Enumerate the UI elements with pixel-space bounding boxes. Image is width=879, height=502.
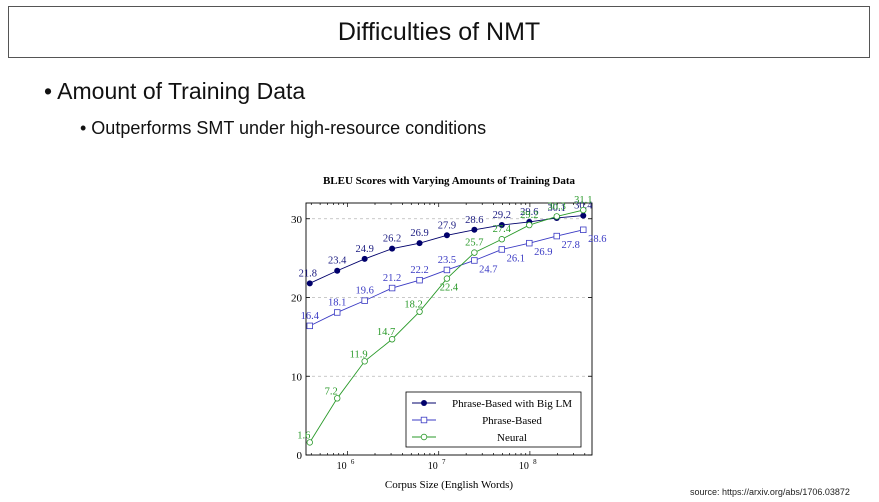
data-label: 18.2 [404, 300, 422, 311]
data-label: 28.6 [588, 234, 606, 245]
data-point [306, 280, 313, 287]
data-point [580, 206, 587, 214]
x-tick-label: 10 [337, 461, 347, 472]
data-point [498, 222, 505, 229]
data-point [334, 267, 341, 274]
data-label: 11.9 [350, 349, 368, 360]
data-label: 21.2 [383, 273, 401, 284]
data-label: 22.2 [410, 265, 428, 276]
data-point [526, 218, 533, 225]
data-point [580, 226, 587, 233]
data-label: 24.9 [355, 244, 373, 255]
data-label: 26.1 [507, 253, 525, 264]
data-point [388, 336, 396, 343]
data-label: 27.9 [438, 220, 456, 231]
data-point [389, 245, 396, 252]
data-label: 19.6 [355, 286, 373, 297]
source-citation: source: https://arxiv.org/abs/1706.03872 [690, 487, 850, 497]
legend-label: Phrase-Based [482, 415, 542, 427]
data-point [526, 239, 533, 247]
data-label: 26.9 [410, 228, 428, 239]
data-point [334, 395, 341, 402]
data-label: 24.7 [479, 264, 497, 275]
data-label: 30.4 [574, 201, 593, 212]
series-line-phrase-based-with-big-lm [309, 215, 584, 284]
data-point [361, 297, 368, 304]
data-label: 30.1 [548, 203, 566, 214]
y-tick-label: 10 [291, 371, 303, 383]
data-label: 25.7 [465, 238, 483, 249]
data-label: 16.4 [301, 311, 320, 322]
data-label: 14.7 [377, 327, 395, 338]
data-point [498, 236, 506, 243]
x-tick-exponent: 7 [442, 458, 446, 466]
y-tick-label: 30 [291, 214, 303, 226]
x-tick-exponent: 6 [351, 458, 355, 466]
data-label: 31.1 [574, 195, 592, 206]
data-point [443, 275, 451, 282]
data-label: 23.4 [328, 256, 347, 267]
data-point [306, 439, 313, 446]
data-label: 29.2 [493, 210, 511, 221]
data-point [416, 308, 423, 315]
data-point [361, 358, 368, 365]
data-label: 26.9 [534, 247, 552, 258]
data-label: 29.2 [520, 210, 538, 221]
data-label: 22.4 [440, 283, 459, 294]
data-label: 26.2 [383, 234, 401, 245]
legend-marker [420, 433, 428, 441]
legend-label: Neural [497, 432, 527, 444]
data-label: 7.2 [325, 386, 338, 397]
data-point [416, 240, 423, 247]
data-point [416, 276, 423, 284]
data-label: 21.8 [299, 268, 317, 279]
data-point [388, 284, 396, 292]
x-tick-label: 10 [519, 461, 529, 472]
data-label: 18.1 [328, 297, 346, 308]
slide-title-box: Difficulties of NMT [8, 6, 870, 58]
data-label: 30.3 [548, 201, 566, 212]
data-point [443, 266, 451, 274]
legend-box [405, 391, 582, 448]
data-point [553, 213, 560, 220]
data-point [471, 257, 478, 264]
bullet-amount-of-training-data: • Amount of Training Data [44, 78, 306, 104]
data-label: 1.6 [297, 430, 310, 441]
bullet-outperforms-smt: • Outperforms SMT under high-resource co… [80, 118, 487, 138]
y-tick-label: 0 [297, 450, 303, 462]
data-point [580, 212, 587, 219]
data-point [471, 249, 478, 256]
data-label: 23.5 [438, 255, 456, 266]
slide-title: Difficulties of NMT [337, 17, 541, 46]
data-point [443, 232, 450, 239]
data-point [526, 221, 533, 229]
legend-marker [421, 400, 427, 406]
legend-marker [420, 416, 428, 424]
data-point [498, 246, 506, 253]
data-point [334, 309, 341, 316]
data-label: 27.4 [493, 224, 512, 235]
data-point [553, 214, 560, 221]
y-tick-label: 20 [291, 293, 303, 305]
series-line-neural [309, 209, 584, 443]
legend-label: Phrase-Based with Big LM [452, 398, 572, 410]
data-label: 27.8 [562, 240, 580, 251]
x-tick-label: 10 [428, 461, 438, 472]
data-point [471, 226, 478, 233]
data-label: 28.6 [465, 215, 483, 226]
chart-title: BLEU Scores with Varying Amounts of Trai… [323, 175, 576, 187]
plot-frame [305, 202, 593, 456]
x-axis-label: Corpus Size (English Words) [385, 479, 513, 491]
series-line-phrase-based [309, 229, 584, 327]
data-point [553, 232, 560, 240]
data-point [361, 255, 368, 262]
data-point [306, 322, 313, 330]
data-label: 29.6 [520, 207, 538, 218]
x-tick-exponent: 8 [533, 458, 537, 466]
